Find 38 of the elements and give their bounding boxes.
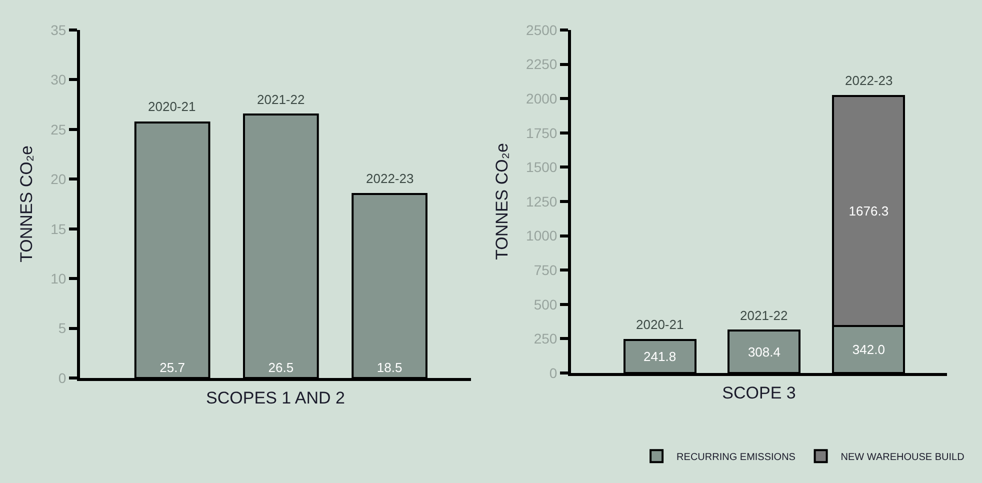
x-tick-label: 2020-21 [636, 317, 684, 332]
y-tick-label: 1250 [526, 193, 558, 210]
y-tick-label: 25 [50, 121, 66, 138]
y-tick-label: 500 [534, 296, 558, 312]
data-label: 342.0 [852, 342, 885, 358]
y-axis-title: TONNES CO₂e [17, 146, 36, 262]
legend-label: NEW WAREHOUSE BUILD [840, 452, 964, 463]
y-axis-title: TONNES CO₂e [492, 143, 512, 260]
y-tick-label: 20 [50, 171, 66, 188]
x-axis-title: SCOPE 3 [722, 383, 796, 402]
x-tick-label: 2022-23 [845, 73, 893, 88]
y-tick-label: 2250 [526, 56, 558, 72]
x-axis-title: SCOPES 1 AND 2 [206, 388, 345, 408]
y-tick-label: 15 [50, 220, 66, 237]
y-tick-label: 1000 [526, 228, 558, 244]
y-tick-label: 5 [58, 320, 66, 336]
y-tick-label: 0 [58, 370, 66, 386]
y-tick-label: 250 [534, 330, 558, 347]
y-tick-label: 35 [50, 22, 66, 38]
x-tick-label: 2021-22 [257, 92, 305, 107]
x-tick-label: 2020-21 [148, 99, 196, 114]
data-label: 1676.3 [848, 204, 889, 219]
y-tick-label: 10 [50, 270, 66, 286]
y-tick-label: 750 [534, 262, 558, 278]
y-tick-label: 1500 [526, 159, 558, 176]
data-label: 308.4 [748, 344, 780, 360]
data-label: 18.5 [376, 360, 402, 375]
y-tick-label: 2500 [526, 22, 558, 38]
y-tick-label: 1750 [526, 124, 558, 141]
y-tick-label: 30 [50, 72, 66, 88]
x-tick-label: 2021-22 [740, 308, 788, 323]
data-label: 241.8 [644, 348, 676, 364]
legend-label: RECURRING EMISSIONS [676, 452, 796, 463]
y-tick-label: 2000 [526, 90, 558, 106]
data-label: 26.5 [268, 360, 294, 375]
y-tick-label: 0 [549, 364, 558, 381]
x-tick-label: 2022-23 [366, 171, 414, 186]
data-label: 25.7 [160, 360, 185, 375]
